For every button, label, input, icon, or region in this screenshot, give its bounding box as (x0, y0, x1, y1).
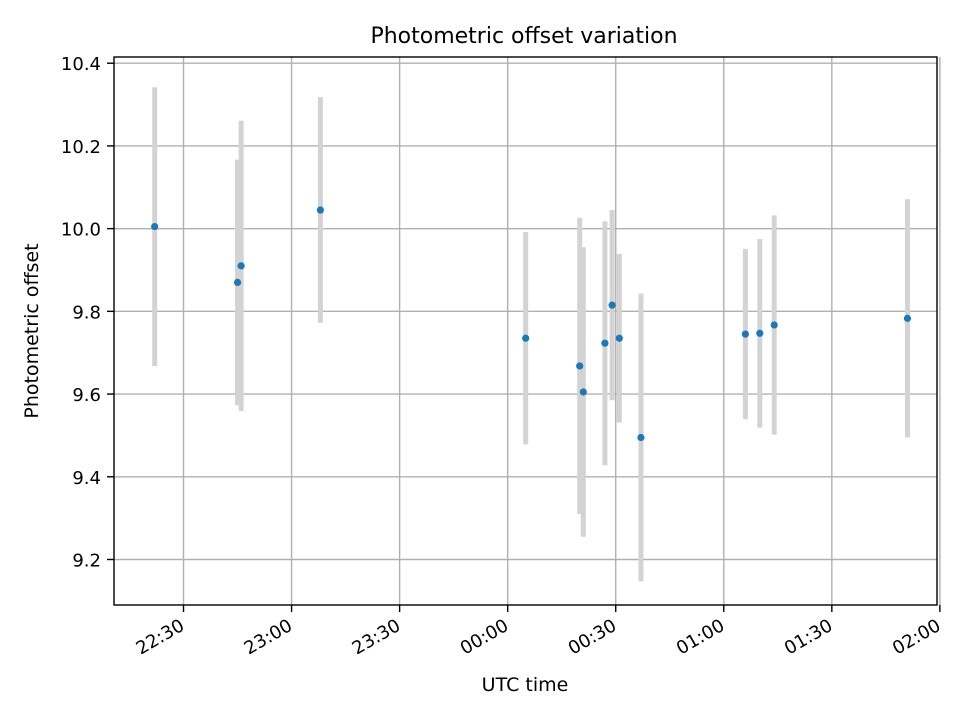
error-bars (152, 87, 910, 582)
data-points (151, 206, 912, 442)
y-tick-label: 9.2 (72, 551, 101, 572)
chart-title: Photometric offset variation (370, 24, 677, 49)
y-tick-label: 10.4 (61, 54, 101, 75)
data-point (903, 314, 912, 322)
data-point (615, 334, 623, 342)
data-point (601, 339, 609, 347)
x-tick-label: 01:30 (781, 615, 836, 659)
x-tick-label: 02:00 (889, 615, 944, 659)
y-tick-label: 9.4 (72, 468, 101, 489)
data-point (608, 301, 616, 309)
data-point (637, 433, 645, 442)
x-tick-label: 00:30 (565, 615, 620, 659)
data-point (770, 321, 778, 329)
data-point (579, 388, 587, 396)
y-tick-label: 9.6 (72, 385, 101, 406)
data-point (522, 334, 530, 342)
y-tick-label: 10.0 (61, 220, 101, 241)
x-axis: 22:30 23:00 23:30 00:00 00:30 01:00 01:30 02:00 (133, 605, 944, 659)
data-point (576, 362, 584, 370)
x-tick-label: 22:30 (133, 615, 188, 659)
x-tick-label: 00:00 (457, 615, 512, 659)
data-point (151, 222, 159, 231)
y-axis-label: Photometric offset (21, 243, 43, 418)
plot-frame (113, 56, 938, 606)
data-point (233, 278, 242, 287)
data-point (741, 330, 749, 338)
y-tick-label: 10.2 (61, 137, 101, 158)
x-tick-label: 23:00 (241, 615, 296, 659)
x-tick-label: 23:30 (349, 615, 404, 659)
x-axis-label: UTC time (482, 674, 569, 696)
y-tick-label: 9.8 (72, 302, 101, 323)
data-point (237, 262, 245, 270)
data-point (756, 329, 764, 337)
y-axis: 9.2 9.4 9.6 9.8 10.0 10.2 10.4 (61, 54, 114, 572)
x-tick-label: 01:00 (673, 615, 728, 659)
data-point (316, 206, 324, 214)
grid (114, 57, 941, 605)
